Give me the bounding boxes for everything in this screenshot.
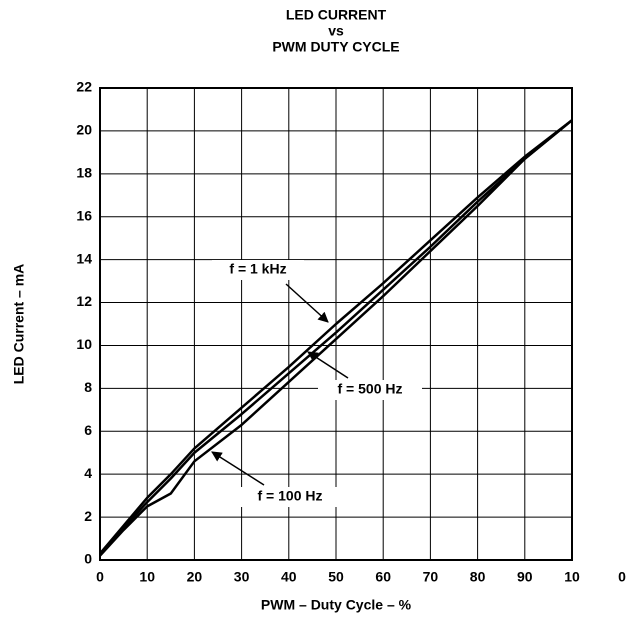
y-tick-label: 0: [84, 551, 92, 567]
y-tick-label: 6: [84, 422, 92, 438]
x-tick-label: 30: [234, 569, 250, 585]
plot-frame: [99, 87, 573, 561]
y-tick-label: 2: [84, 508, 92, 524]
y-tick-label: 8: [84, 379, 92, 395]
y-tick-label: 16: [76, 207, 92, 223]
annotation: 0: [618, 569, 626, 585]
line-series: [99, 119, 573, 557]
label-background: [212, 260, 304, 280]
annotation-arrow: [307, 351, 349, 379]
x-axis-label: PWM – Duty Cycle – %: [261, 597, 412, 613]
x-tick-label: 0: [96, 569, 104, 585]
x-tick-label: 10: [564, 569, 580, 585]
annotation-arrow: [285, 283, 329, 323]
chart-title: LED CURRENT: [286, 7, 387, 23]
y-tick-label: 12: [76, 293, 92, 309]
y-tick-label: 4: [84, 465, 92, 481]
line-series: [99, 119, 573, 555]
y-tick-label: 14: [76, 250, 92, 266]
legend-label: f = 500 Hz: [338, 381, 403, 397]
y-tick-label: 20: [76, 122, 92, 138]
y-tick-label: 22: [76, 79, 92, 95]
label-background: [238, 487, 342, 507]
y-axis-label: LED Current – mA: [11, 264, 27, 385]
chart-title: vs: [328, 23, 344, 39]
y-tick-label: 10: [76, 336, 92, 352]
x-tick-label: 80: [470, 569, 486, 585]
x-tick-label: 40: [281, 569, 297, 585]
chart-title: PWM DUTY CYCLE: [272, 39, 399, 55]
annotation-arrow: [211, 451, 265, 486]
label-background: [318, 380, 422, 400]
legend-label: f = 1 kHz: [229, 261, 286, 277]
legend-label: f = 100 Hz: [258, 488, 323, 504]
x-tick-label: 90: [517, 569, 533, 585]
line-series: [99, 119, 573, 555]
x-tick-label: 70: [423, 569, 439, 585]
x-tick-label: 20: [187, 569, 203, 585]
y-tick-label: 18: [76, 165, 92, 181]
x-tick-label: 50: [328, 569, 344, 585]
x-tick-label: 60: [375, 569, 391, 585]
x-tick-label: 10: [139, 569, 155, 585]
